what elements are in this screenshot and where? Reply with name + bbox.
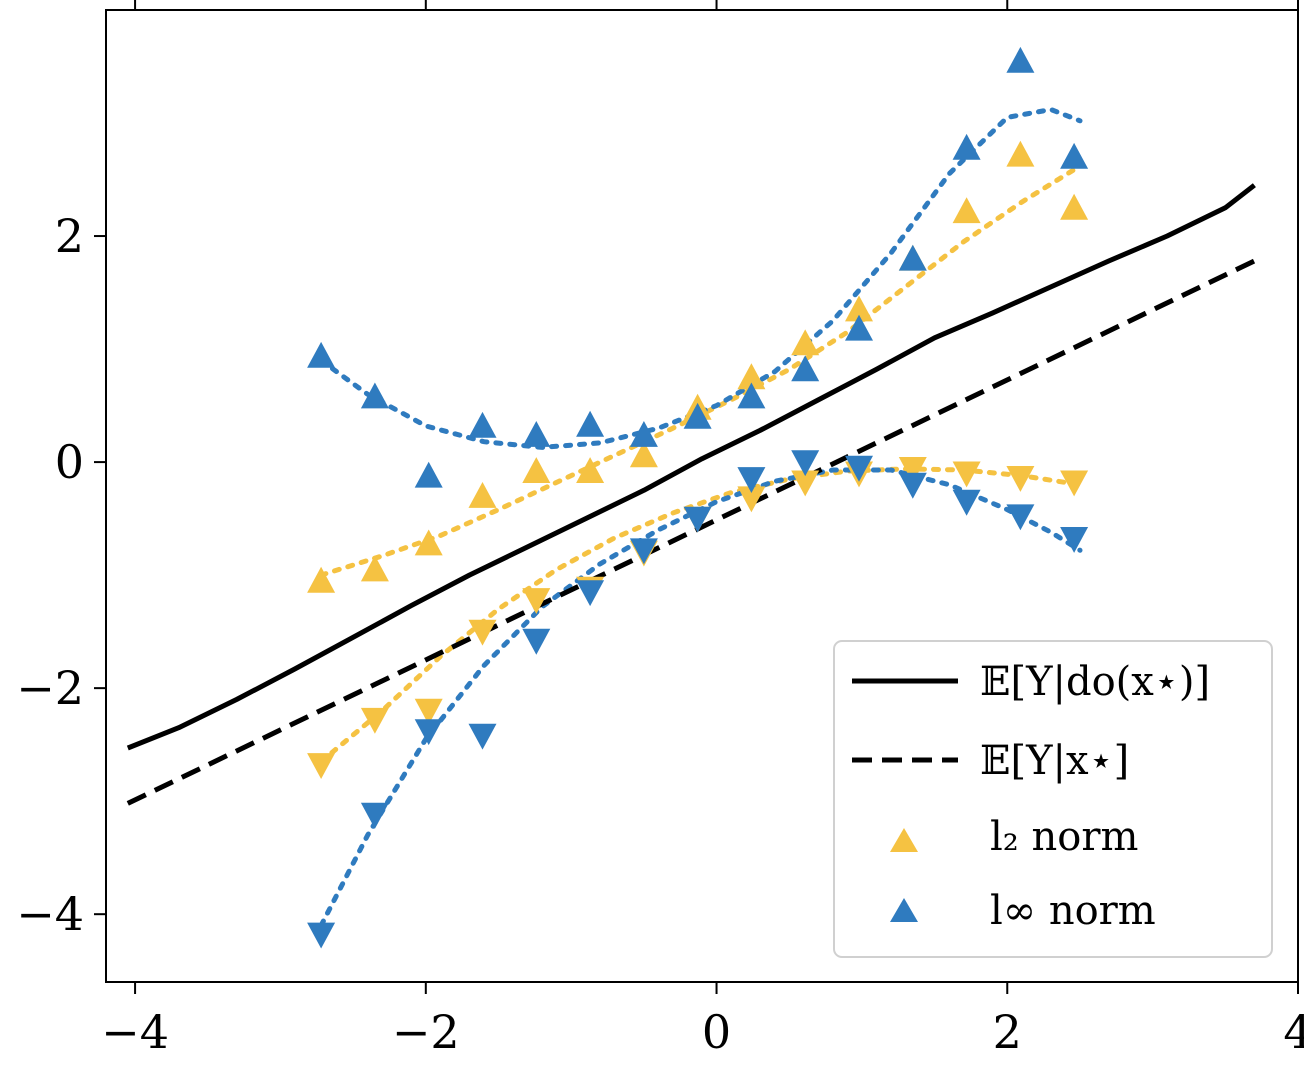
fit-curve-0 — [318, 163, 1083, 578]
marker-linf-upper-3 — [468, 411, 497, 438]
legend-label-l2: l₂ norm — [990, 814, 1138, 860]
x-tick-label-2: 0 — [702, 1005, 731, 1059]
marker-linf-lower-12 — [952, 489, 981, 516]
legend-l2-marker — [890, 828, 918, 852]
marker-l2-upper-2 — [414, 529, 443, 556]
marker-l2-lower-9 — [791, 470, 820, 497]
marker-l2-lower-11 — [898, 457, 927, 483]
marker-linf-upper-2 — [414, 461, 443, 488]
marker-linf-upper-6 — [629, 421, 658, 447]
marker-linf-lower-9 — [791, 450, 820, 477]
marker-l2-upper-1 — [360, 555, 389, 582]
marker-l2-lower-13 — [1006, 466, 1035, 492]
marker-linf-lower-3 — [468, 723, 497, 750]
marker-l2-upper-10 — [845, 295, 873, 322]
marker-l2-upper-8 — [737, 363, 766, 390]
marker-linf-lower-8 — [737, 467, 766, 493]
marker-linf-upper-14 — [1060, 142, 1089, 169]
marker-linf-upper-9 — [791, 355, 820, 382]
marker-linf-lower-5 — [576, 580, 605, 607]
legend: 𝔼[Y|do(x⋆)] 𝔼[Y|x⋆] l₂ norm l∞ norm — [833, 640, 1273, 958]
marker-linf-upper-1 — [360, 382, 389, 409]
marker-linf-upper-12 — [952, 133, 981, 160]
marker-linf-upper-10 — [845, 314, 873, 341]
expectation-lines — [126, 183, 1256, 806]
marker-linf-upper-4 — [522, 421, 551, 447]
marker-l2-upper-14 — [1060, 193, 1089, 220]
fit-curves — [318, 106, 1083, 928]
fit-curve-3 — [318, 467, 1083, 928]
marker-l2-upper-3 — [468, 482, 497, 508]
marker-l2-upper-13 — [1006, 140, 1035, 167]
fit-curve-2 — [318, 106, 1083, 450]
marker-l2-upper-4 — [522, 457, 551, 483]
legend-label-do: 𝔼[Y|do(x⋆)] — [980, 659, 1210, 705]
y-tick-label-2: 0 — [55, 435, 84, 489]
marker-linf-lower-7 — [683, 506, 712, 533]
marker-l2-lower-3 — [468, 619, 497, 646]
marker-linf-upper-8 — [737, 382, 766, 409]
marker-linf-lower-14 — [1060, 527, 1089, 553]
marker-l2-upper-12 — [952, 197, 981, 224]
marker-linf-lower-10 — [845, 455, 873, 482]
marker-l2-lower-8 — [737, 486, 766, 513]
plot-frame — [105, 9, 1299, 983]
marker-l2-lower-2 — [414, 698, 443, 725]
marker-l2-upper-5 — [576, 457, 605, 483]
marker-linf-upper-7 — [683, 402, 712, 429]
marker-linf-upper-0 — [307, 341, 336, 368]
marker-linf-lower-4 — [522, 628, 551, 655]
axis-ticks: −4 −2 0 2 4 −4 −2 0 2 — [16, 0, 1304, 1059]
marker-linf-lower-6 — [629, 538, 658, 565]
marker-l2-lower-14 — [1060, 470, 1089, 497]
marker-linf-lower-11 — [898, 472, 927, 499]
marker-linf-upper-13 — [1006, 46, 1035, 73]
marker-linf-upper-11 — [898, 244, 927, 271]
marker-l2-upper-0 — [307, 566, 336, 593]
x-tick-label-3: 2 — [993, 1005, 1022, 1059]
marker-l2-lower-0 — [307, 753, 336, 779]
x-tick-label-1: −2 — [392, 1005, 460, 1059]
legend-linf-marker — [890, 898, 918, 922]
marker-l2-lower-1 — [360, 707, 389, 734]
marker-linf-lower-1 — [360, 802, 389, 829]
markers — [307, 46, 1089, 949]
legend-label-linf: l∞ norm — [990, 888, 1156, 934]
marker-linf-lower-13 — [1006, 504, 1035, 531]
x-tick-label-4: 4 — [1283, 1005, 1304, 1059]
do-expectation-line — [126, 183, 1256, 751]
y-tick-label-0: −4 — [16, 887, 84, 941]
marker-linf-upper-5 — [576, 410, 605, 437]
y-tick-label-1: −2 — [16, 661, 84, 715]
legend-box — [833, 640, 1273, 958]
marker-l2-lower-12 — [952, 461, 981, 488]
marker-l2-lower-4 — [522, 588, 551, 614]
fit-curve-1 — [318, 466, 1083, 765]
legend-label-cond: 𝔼[Y|x⋆] — [980, 738, 1129, 784]
marker-l2-upper-6 — [629, 441, 658, 468]
y-tick-label-3: 2 — [55, 209, 84, 263]
marker-l2-upper-9 — [791, 329, 820, 356]
marker-linf-lower-2 — [414, 719, 443, 746]
marker-linf-lower-0 — [307, 922, 336, 949]
x-tick-label-0: −4 — [101, 1005, 169, 1059]
